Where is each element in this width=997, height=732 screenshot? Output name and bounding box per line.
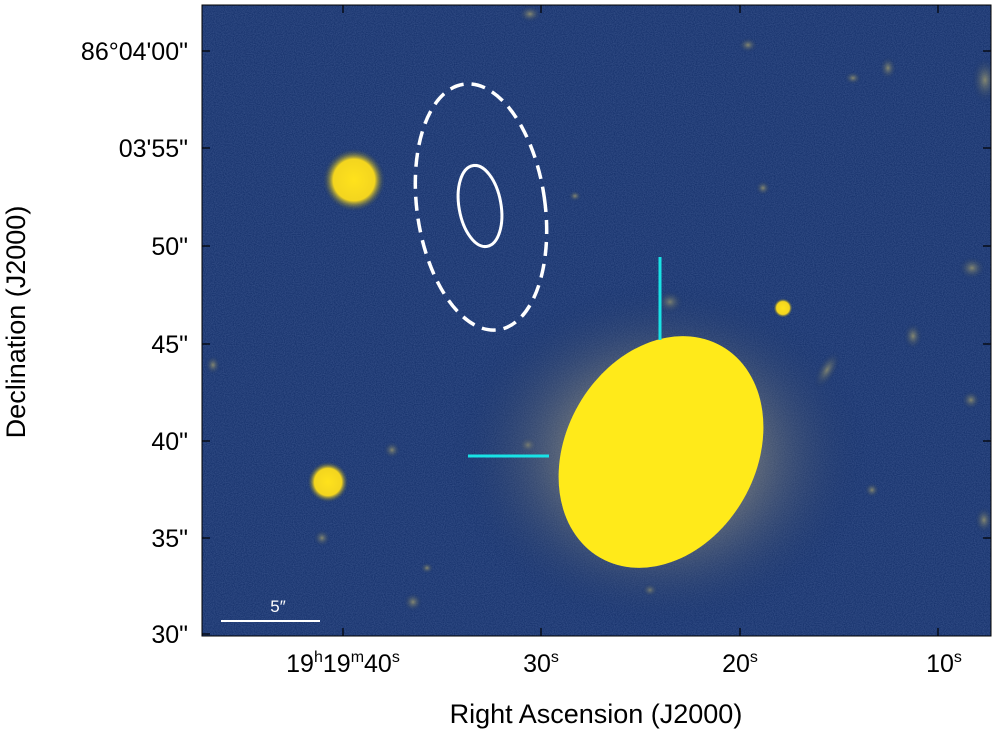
y-tick-label: 45" (151, 331, 188, 359)
x-axis-label: Right Ascension (J2000) (450, 699, 743, 729)
x-tick-labels: 19h19m40s 30s 20s 10s (286, 649, 962, 678)
sky-image: 5″ (202, 5, 991, 636)
star-upper-left (322, 148, 386, 212)
y-tick-label: 30" (151, 621, 188, 649)
y-tick-label: 03'55" (119, 135, 188, 163)
y-tick-label: 86°04'00" (81, 38, 188, 66)
bright-galaxy (558, 336, 764, 568)
y-tick-label: 50" (151, 233, 188, 261)
star-small-right (773, 298, 793, 318)
x-tick-label: 10s (926, 649, 962, 678)
x-tick-label: 19h19m40s (286, 649, 400, 678)
plot-frame (201, 4, 992, 637)
y-axis-label: Declination (J2000) (1, 206, 31, 439)
star-lower-left (307, 461, 349, 503)
x-tick-label: 20s (722, 649, 758, 678)
y-tick-label: 35" (151, 525, 188, 553)
y-tick-label: 40" (151, 428, 188, 456)
inner-error-ellipse (456, 163, 504, 249)
axis-ticks (202, 5, 991, 636)
y-tick-labels: 86°04'00" 03'55" 50" 45" 40" 35" 30" (81, 38, 188, 649)
outer-error-ellipse (413, 82, 549, 332)
scale-bar-label: 5″ (270, 597, 285, 616)
x-tick-label: 30s (523, 649, 559, 678)
